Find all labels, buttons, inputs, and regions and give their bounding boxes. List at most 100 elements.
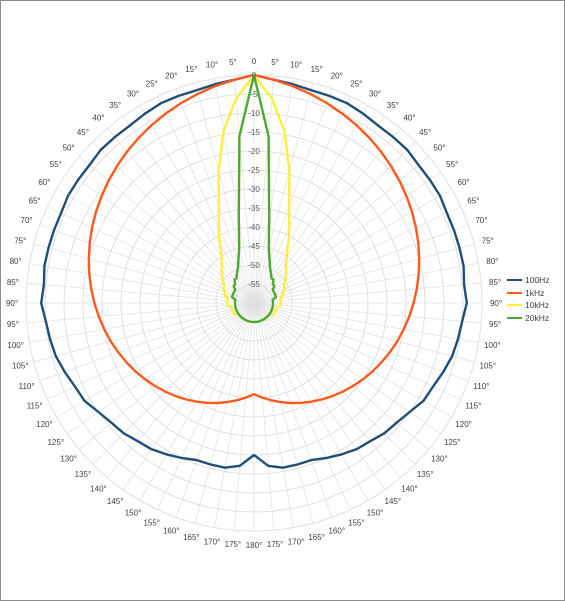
series-layer bbox=[40, 73, 468, 469]
series-line-20kHz bbox=[230, 73, 278, 324]
angular-spoke bbox=[253, 282, 482, 304]
angle-tick-label: 155° bbox=[143, 518, 160, 527]
legend: 100Hz 1kHz 10kHz 20kHz bbox=[507, 274, 550, 324]
angular-spoke bbox=[253, 302, 461, 400]
radial-tick-label: -20 bbox=[248, 147, 260, 156]
angle-tick-label: 25° bbox=[146, 80, 158, 89]
angle-tick-label: 80° bbox=[486, 257, 498, 266]
angular-spoke bbox=[253, 78, 294, 304]
angular-spoke bbox=[253, 302, 479, 343]
angular-spoke bbox=[175, 88, 255, 304]
angle-tick-label: 10° bbox=[290, 61, 302, 70]
angular-spoke bbox=[253, 105, 369, 304]
angular-spoke bbox=[253, 206, 461, 304]
angular-spoke bbox=[47, 302, 255, 400]
radial-tick-label: -50 bbox=[248, 261, 260, 270]
angle-tick-label: 90° bbox=[6, 299, 18, 308]
angular-spoke bbox=[214, 302, 255, 528]
angle-tick-label: 35° bbox=[387, 101, 399, 110]
angular-spoke bbox=[79, 302, 255, 450]
angular-spoke bbox=[107, 302, 255, 478]
angular-spoke bbox=[214, 78, 255, 304]
angular-spoke bbox=[92, 302, 255, 465]
angle-tick-label: 170° bbox=[204, 537, 221, 546]
angle-tick-label: 170° bbox=[288, 537, 305, 546]
angular-spoke bbox=[253, 302, 416, 465]
angular-spoke bbox=[26, 282, 255, 304]
angular-spoke bbox=[233, 302, 255, 531]
angular-spoke bbox=[33, 243, 255, 304]
angle-tick-label: 0 bbox=[252, 57, 257, 66]
angle-tick-label: 115° bbox=[27, 401, 43, 410]
angular-spoke bbox=[253, 302, 294, 528]
angular-spoke bbox=[253, 302, 351, 510]
legend-label: 100Hz bbox=[525, 275, 550, 286]
angle-tick-label: 100° bbox=[484, 341, 501, 350]
angle-tick-label: 60° bbox=[38, 178, 50, 187]
angular-spoke bbox=[253, 302, 386, 490]
radial-tick-label: -5 bbox=[250, 90, 258, 99]
angle-tick-label: 20° bbox=[331, 72, 343, 81]
angular-spoke bbox=[194, 302, 255, 524]
radial-tick-label: -30 bbox=[248, 185, 260, 194]
radial-tick-label: -10 bbox=[248, 109, 260, 118]
radial-tick-label: -25 bbox=[248, 166, 260, 175]
angle-tick-label: 15° bbox=[311, 65, 323, 74]
angle-tick-label: 100° bbox=[7, 341, 24, 350]
angle-tick-label: 20° bbox=[165, 72, 177, 81]
angle-tick-label: 15° bbox=[185, 65, 197, 74]
angle-tick-label: 45° bbox=[77, 128, 89, 137]
angular-spoke bbox=[122, 116, 255, 304]
angle-tick-label: 165° bbox=[308, 533, 325, 542]
angle-tick-label: 70° bbox=[475, 216, 487, 225]
angle-tick-label: 80° bbox=[10, 257, 22, 266]
angular-spoke bbox=[253, 75, 275, 304]
angle-tick-label: 70° bbox=[21, 216, 33, 225]
legend-item: 1kHz bbox=[507, 287, 550, 300]
angle-tick-label: 120° bbox=[455, 420, 472, 429]
legend-swatch bbox=[507, 304, 522, 307]
angle-tick-label: 40° bbox=[403, 114, 415, 123]
angular-spoke bbox=[253, 302, 469, 382]
radial-tick-label: -40 bbox=[248, 223, 260, 232]
angle-tick-label: 50° bbox=[63, 143, 75, 152]
angular-spoke bbox=[253, 82, 314, 304]
angular-spoke bbox=[92, 141, 255, 304]
angular-spoke bbox=[47, 206, 255, 304]
angular-spoke bbox=[194, 82, 255, 304]
angle-tick-label: 95° bbox=[489, 320, 501, 329]
angular-spoke bbox=[253, 188, 452, 304]
angular-spoke bbox=[253, 224, 469, 304]
angle-tick-label: 125° bbox=[47, 438, 64, 447]
angle-tick-label: 35° bbox=[109, 101, 121, 110]
angular-spoke bbox=[253, 302, 314, 524]
angular-spoke bbox=[253, 243, 475, 304]
angular-spoke bbox=[253, 128, 401, 304]
angular-spoke bbox=[107, 128, 255, 304]
angular-spoke bbox=[253, 141, 416, 304]
legend-label: 20kHz bbox=[525, 312, 550, 323]
angle-tick-label: 30° bbox=[369, 89, 381, 98]
radial-tick-label: -45 bbox=[248, 242, 260, 251]
angle-tick-label: 160° bbox=[163, 526, 180, 535]
angle-tick-label: 90° bbox=[490, 299, 502, 308]
legend-swatch bbox=[507, 291, 522, 294]
angle-tick-label: 55° bbox=[446, 160, 458, 169]
angle-tick-label: 175° bbox=[225, 540, 242, 549]
angular-spoke bbox=[26, 302, 255, 324]
angle-tick-label: 5° bbox=[229, 58, 237, 67]
angular-spoke bbox=[39, 302, 255, 382]
angular-spoke bbox=[56, 188, 255, 304]
angular-spoke bbox=[253, 302, 482, 324]
angular-spoke bbox=[233, 75, 255, 304]
angle-tick-label: 120° bbox=[36, 420, 53, 429]
angle-tick-label: 175° bbox=[267, 540, 284, 549]
angle-tick-label: 5° bbox=[271, 58, 279, 67]
angular-spoke bbox=[253, 116, 386, 304]
angle-tick-label: 60° bbox=[458, 178, 470, 187]
angle-tick-label: 135° bbox=[417, 470, 434, 479]
angle-tick-label: 180° bbox=[246, 541, 263, 550]
angle-tick-label: 155° bbox=[348, 518, 365, 527]
angle-tick-label: 105° bbox=[479, 362, 496, 371]
